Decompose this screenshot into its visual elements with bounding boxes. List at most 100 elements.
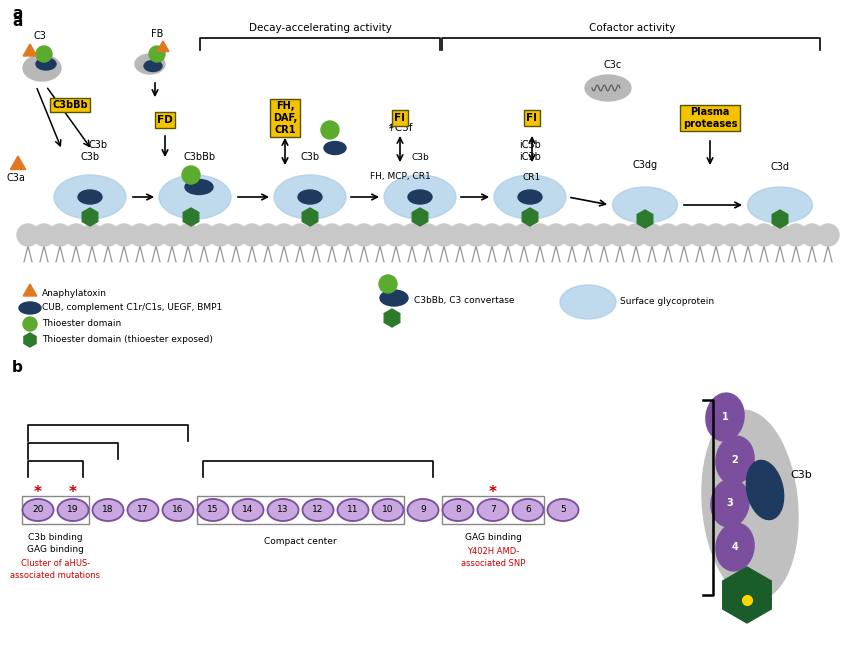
Circle shape [113, 224, 135, 246]
Text: FI: FI [526, 113, 537, 123]
Circle shape [625, 224, 647, 246]
Circle shape [529, 224, 551, 246]
Circle shape [817, 224, 839, 246]
Circle shape [417, 224, 439, 246]
Ellipse shape [384, 175, 456, 219]
Ellipse shape [613, 187, 677, 223]
Ellipse shape [159, 175, 231, 219]
Circle shape [321, 224, 343, 246]
Ellipse shape [494, 175, 566, 219]
Circle shape [225, 224, 247, 246]
Ellipse shape [337, 499, 369, 521]
Text: 17: 17 [137, 505, 149, 515]
Ellipse shape [478, 499, 508, 521]
Circle shape [257, 224, 279, 246]
Circle shape [609, 224, 631, 246]
Polygon shape [384, 309, 399, 327]
Text: FH,
DAF,
CR1: FH, DAF, CR1 [273, 101, 298, 135]
Circle shape [379, 275, 397, 293]
Text: 20: 20 [32, 505, 43, 515]
Circle shape [36, 46, 52, 62]
Polygon shape [722, 567, 771, 623]
Circle shape [49, 224, 71, 246]
Text: C3b: C3b [81, 152, 99, 162]
Circle shape [182, 166, 200, 184]
Ellipse shape [78, 190, 102, 204]
Circle shape [449, 224, 471, 246]
Text: C3: C3 [33, 31, 47, 41]
Text: C3a: C3a [7, 173, 26, 183]
Text: 18: 18 [102, 505, 114, 515]
Text: 15: 15 [207, 505, 218, 515]
Polygon shape [82, 208, 98, 226]
Polygon shape [23, 44, 37, 56]
Circle shape [433, 224, 455, 246]
Circle shape [481, 224, 503, 246]
Text: C3bBb, C3 convertase: C3bBb, C3 convertase [414, 295, 514, 304]
Ellipse shape [547, 499, 579, 521]
Text: 11: 11 [348, 505, 359, 515]
Text: Compact center: Compact center [264, 537, 337, 545]
Circle shape [305, 224, 327, 246]
Text: iC3b: iC3b [519, 152, 541, 162]
Circle shape [465, 224, 487, 246]
Ellipse shape [144, 60, 162, 72]
Text: Y402H AMD-: Y402H AMD- [467, 547, 519, 555]
Text: *: * [489, 484, 497, 500]
Circle shape [705, 224, 727, 246]
Polygon shape [772, 210, 788, 228]
Ellipse shape [372, 499, 404, 521]
Text: b: b [12, 360, 23, 375]
Text: 14: 14 [242, 505, 253, 515]
Ellipse shape [716, 523, 754, 571]
Text: 13: 13 [277, 505, 289, 515]
Text: C3bBb: C3bBb [184, 152, 216, 162]
Text: CUB, complement C1r/C1s, UEGF, BMP1: CUB, complement C1r/C1s, UEGF, BMP1 [42, 304, 222, 312]
Text: *: * [69, 484, 77, 500]
Circle shape [657, 224, 679, 246]
Text: CR1: CR1 [523, 174, 541, 182]
Circle shape [721, 224, 743, 246]
Ellipse shape [274, 175, 346, 219]
Text: 12: 12 [312, 505, 324, 515]
Ellipse shape [23, 55, 61, 81]
Text: 10: 10 [382, 505, 394, 515]
Ellipse shape [518, 190, 542, 204]
Polygon shape [412, 208, 428, 226]
Polygon shape [184, 208, 199, 226]
Text: Anaphylatoxin: Anaphylatoxin [42, 289, 107, 297]
Circle shape [785, 224, 807, 246]
Circle shape [161, 224, 183, 246]
Circle shape [545, 224, 567, 246]
Text: 19: 19 [67, 505, 79, 515]
Text: 4: 4 [732, 542, 739, 552]
Text: FH, MCP, CR1: FH, MCP, CR1 [370, 172, 430, 182]
Circle shape [337, 224, 359, 246]
Polygon shape [522, 208, 538, 226]
Text: Thioester domain (thioester exposed): Thioester domain (thioester exposed) [42, 336, 213, 344]
Circle shape [401, 224, 423, 246]
Ellipse shape [54, 175, 126, 219]
Ellipse shape [298, 190, 322, 204]
Text: C3b binding: C3b binding [28, 533, 82, 541]
Ellipse shape [197, 499, 229, 521]
Ellipse shape [706, 393, 744, 441]
Text: C3b: C3b [300, 152, 320, 162]
Ellipse shape [324, 141, 346, 155]
Circle shape [737, 224, 759, 246]
Text: C3b: C3b [790, 470, 812, 480]
Text: a: a [12, 5, 22, 21]
Ellipse shape [746, 460, 784, 519]
Text: Plasma
proteases: Plasma proteases [683, 107, 737, 129]
Text: Thioester domain: Thioester domain [42, 320, 122, 328]
Circle shape [369, 224, 391, 246]
Ellipse shape [408, 190, 432, 204]
Text: a: a [12, 15, 22, 29]
Circle shape [497, 224, 519, 246]
Text: GAG binding: GAG binding [465, 533, 521, 541]
Ellipse shape [513, 499, 543, 521]
Circle shape [801, 224, 823, 246]
Text: C3bBb: C3bBb [52, 100, 88, 110]
Ellipse shape [585, 75, 631, 101]
Circle shape [385, 224, 407, 246]
